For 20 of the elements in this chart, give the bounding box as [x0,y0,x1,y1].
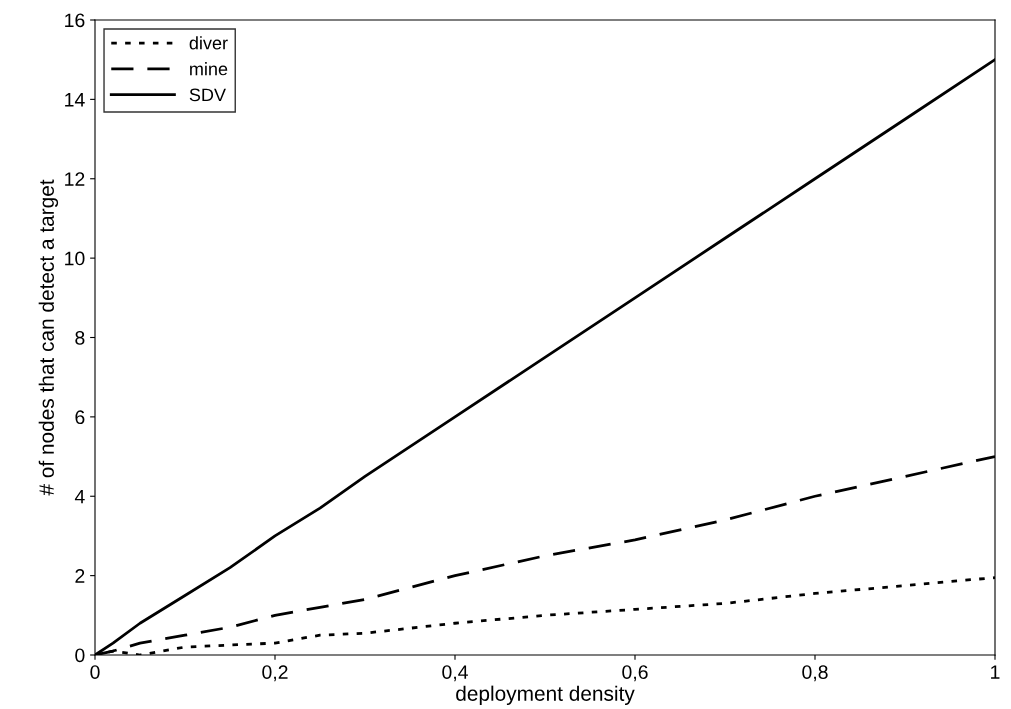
x-tick-label: 0 [90,665,100,679]
x-tick-label: 0,6 [622,665,648,682]
legend-label: mine [190,62,228,76]
y-tick-label: 10 [65,251,85,266]
x-axis-title: deployment density [456,685,635,706]
y-tick-label: 0 [75,648,85,663]
y-tick-label: 16 [65,13,85,28]
y-tick-label: 2 [75,569,85,583]
legend-label: diver [189,36,228,50]
y-tick-label: 6 [75,410,85,425]
y-axis-title: # of nodes that can detect a target [38,179,59,496]
legend-label: SDV [189,88,226,102]
y-tick-label: 14 [65,93,85,107]
y-tick-label: 12 [65,172,85,186]
x-tick-label: 0,4 [442,665,468,682]
y-tick-label: 8 [75,330,85,345]
y-tick-label: 4 [74,489,85,504]
x-tick-label: 0,2 [262,665,288,682]
x-tick-label: 1 [991,665,1000,679]
x-tick-label: 0,8 [802,665,828,682]
